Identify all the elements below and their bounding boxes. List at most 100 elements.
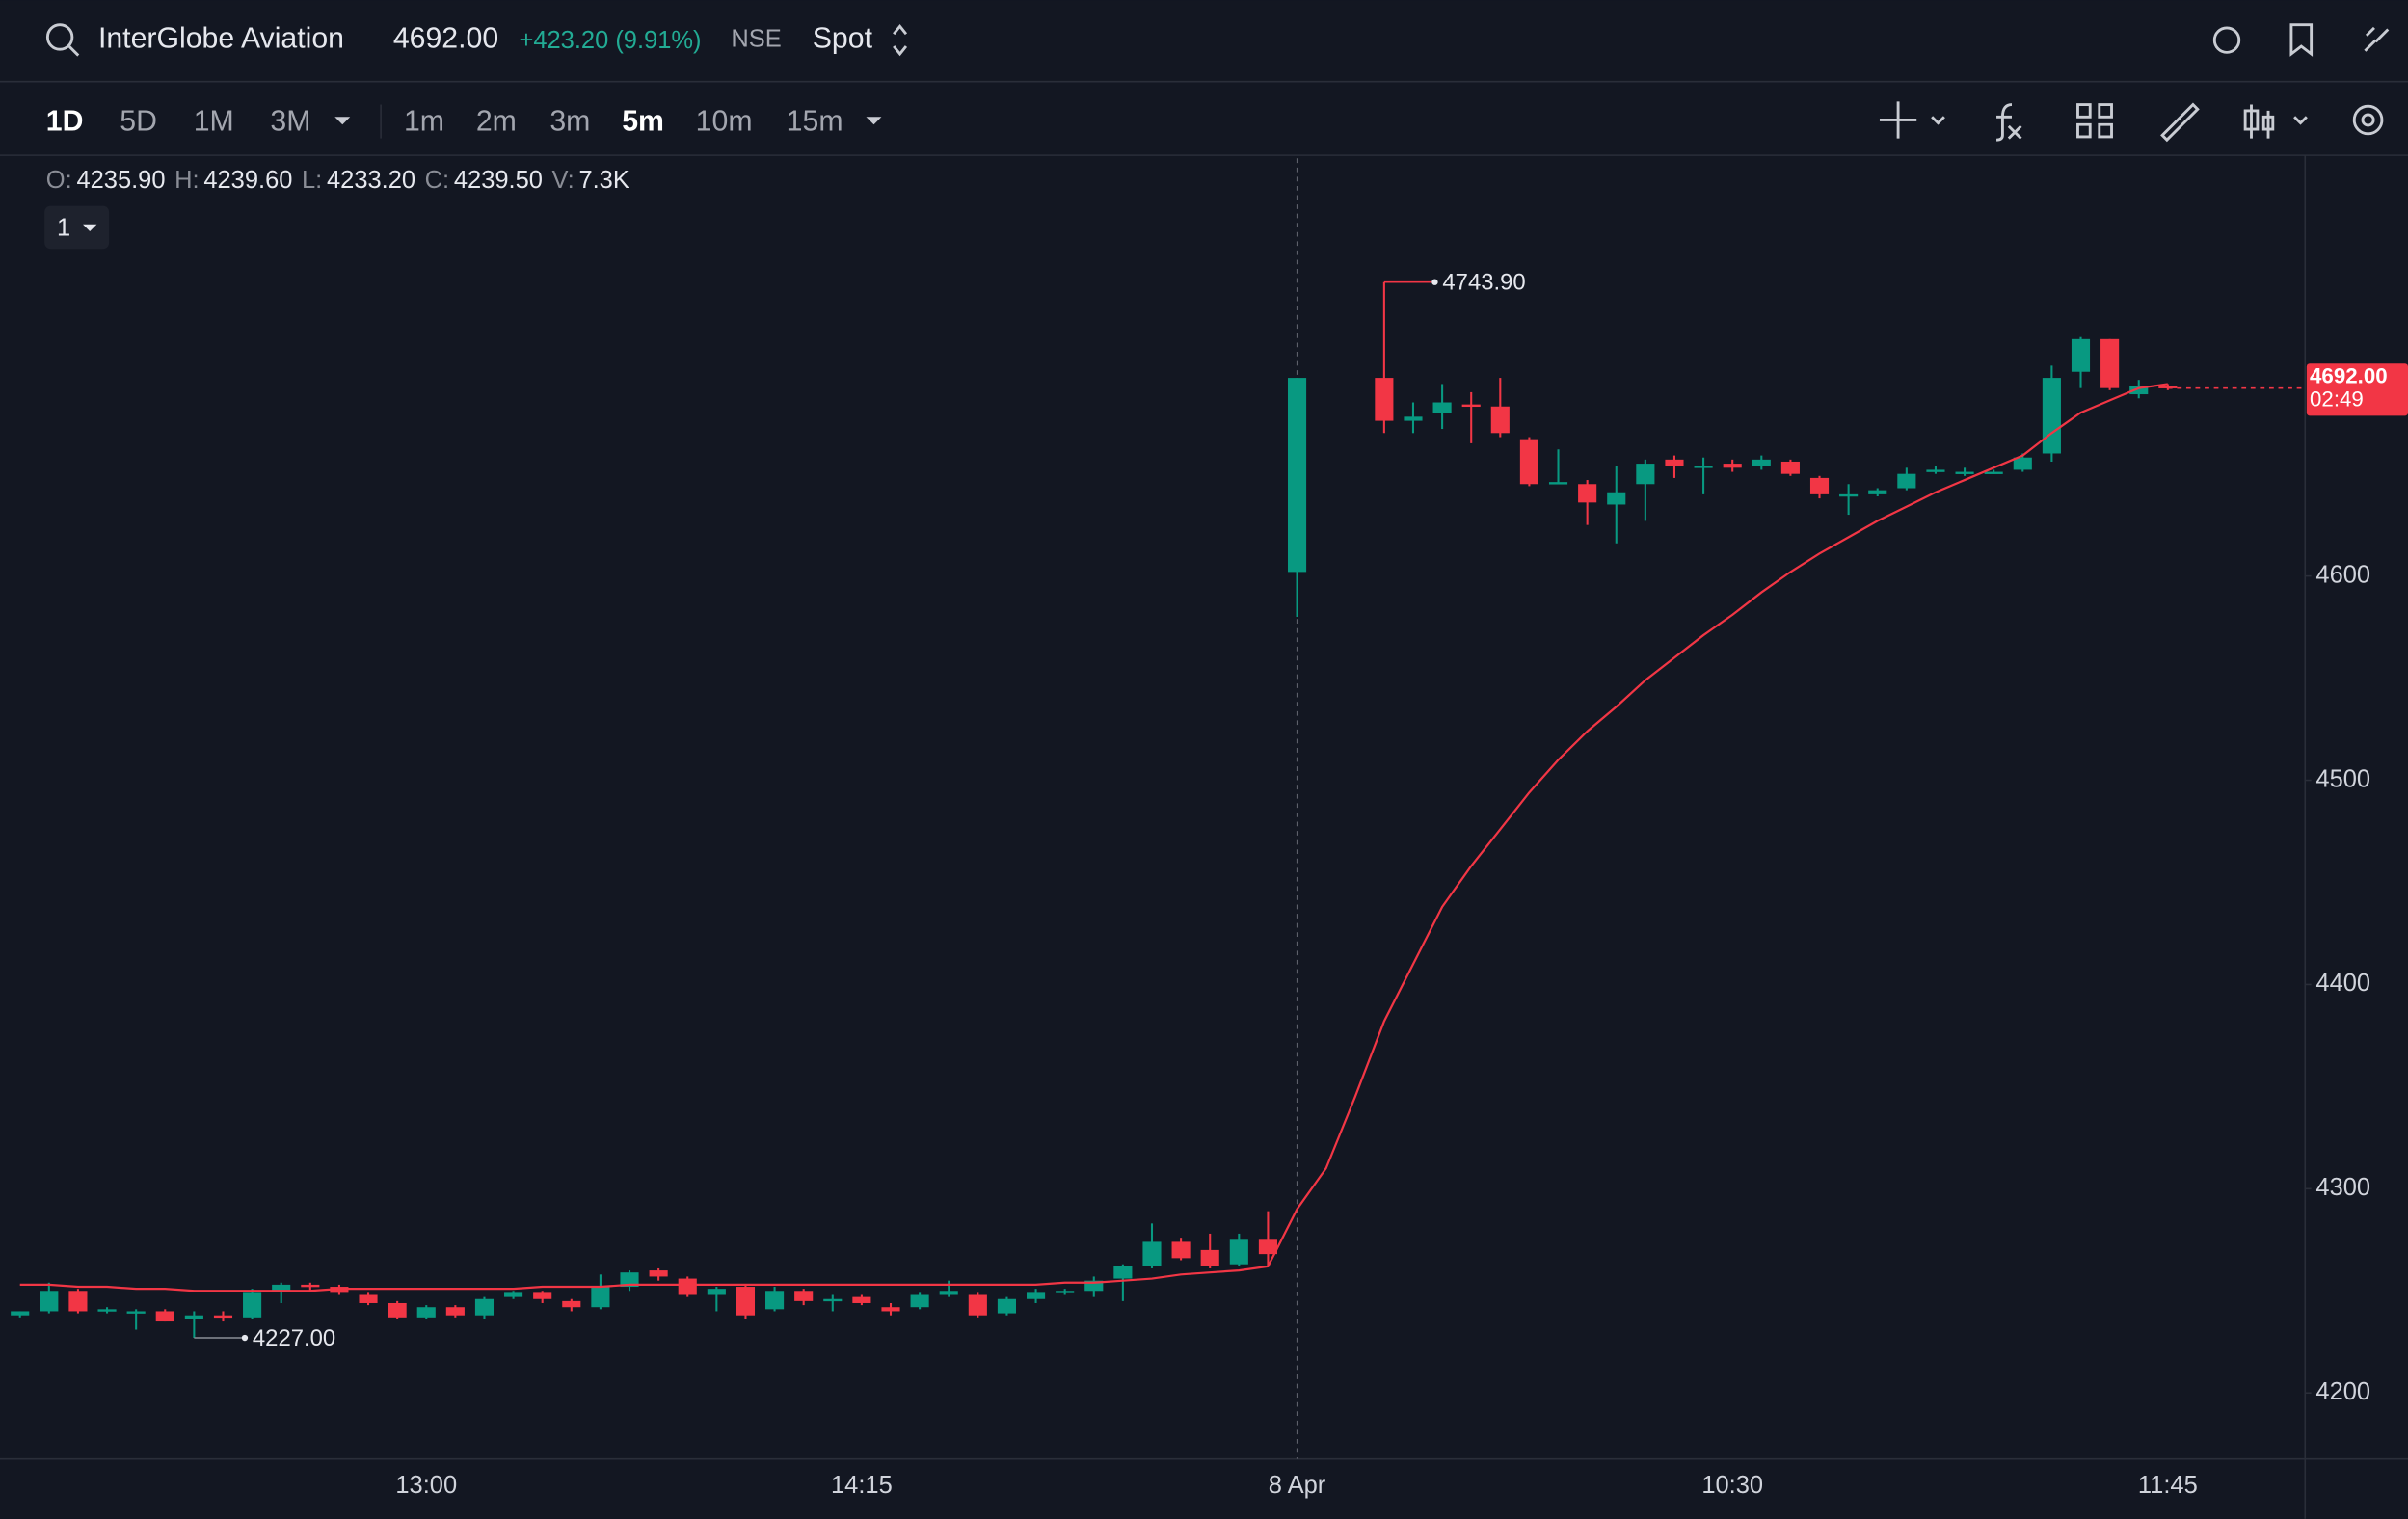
legend-value: 7.3K (578, 167, 629, 194)
candle-body (1026, 1292, 1046, 1299)
marker-label: 4743.90 (1442, 270, 1525, 296)
draw-tool[interactable] (2160, 102, 2200, 143)
marker-dot (241, 1334, 249, 1342)
candle-body (1868, 490, 1887, 494)
candle-body (1084, 1280, 1104, 1292)
symbol-name[interactable]: InterGlobe Aviation (98, 23, 344, 55)
candle-body (794, 1291, 814, 1301)
layout-tool[interactable] (2076, 103, 2113, 139)
candle-body (2071, 338, 2091, 372)
alert-icon[interactable] (2212, 26, 2241, 54)
candle-body (474, 1298, 495, 1316)
range-button[interactable]: 5D (120, 106, 157, 138)
search-icon[interactable] (45, 23, 74, 51)
candle-body (359, 1294, 378, 1303)
ohlc-legend: O: 4235.90 H: 4239.60 L: 4233.20 C: 4239.50 V: 7.… (46, 167, 629, 194)
crosshair-dropdown[interactable] (1931, 116, 1945, 125)
candle-body (1578, 484, 1597, 503)
y-tick-label: 4300 (2315, 1174, 2370, 1201)
legend-key: L: (302, 167, 322, 194)
candle-body (1375, 378, 1394, 421)
candle-body (1056, 1291, 1075, 1293)
pane-number: 1 (57, 214, 70, 241)
interval-dropdown[interactable] (866, 117, 882, 125)
candle-body (388, 1302, 407, 1318)
candle-body (649, 1270, 668, 1277)
legend-value: 4233.20 (327, 167, 415, 194)
candle-body (1519, 439, 1538, 485)
symbol-price: 4692.00 (393, 23, 498, 55)
candle-body (1548, 482, 1568, 485)
x-tick-label: 10:30 (1701, 1472, 1763, 1499)
settings-tool[interactable] (2352, 104, 2384, 136)
y-tick-label: 4200 (2315, 1378, 2370, 1405)
last-price-countdown: 02:49 (2310, 386, 2364, 411)
pane-dropdown (83, 224, 97, 231)
search-icon-handle (67, 44, 80, 57)
header-icons (2212, 23, 2390, 57)
candle-body (1607, 492, 1626, 505)
chart-type-dropdown[interactable] (2293, 116, 2308, 125)
indicators-tool[interactable] (1995, 103, 2022, 142)
candle-body (823, 1298, 843, 1302)
candle-body (1897, 473, 1916, 489)
range-dropdown[interactable] (334, 117, 351, 125)
interval-button[interactable]: 3m (549, 106, 590, 138)
candle-body (1200, 1249, 1219, 1266)
candle-body (1490, 406, 1510, 434)
candle-body (126, 1311, 146, 1314)
candle-body (97, 1309, 117, 1312)
interval-button[interactable]: 10m (696, 106, 753, 138)
chart-type-tool[interactable] (2243, 104, 2275, 139)
candle-body (562, 1300, 581, 1308)
interval-button[interactable]: 15m (787, 106, 843, 138)
x-tick-label: 13:00 (395, 1472, 457, 1499)
candle-body (620, 1272, 639, 1288)
candle-body (301, 1284, 320, 1288)
last-price-tag (2306, 363, 2408, 416)
candle-body (2100, 338, 2120, 388)
candle-body (678, 1278, 697, 1295)
segment[interactable]: Spot (813, 23, 873, 55)
tool-icons (1879, 101, 2384, 143)
interval-button[interactable]: 2m (476, 106, 517, 138)
y-tick-label: 4600 (2315, 561, 2370, 588)
range-button[interactable]: 3M (270, 106, 310, 138)
candle-body (1287, 378, 1307, 573)
legend-key: V: (552, 167, 575, 194)
segment-toggle[interactable] (893, 23, 908, 57)
candle-body (1461, 404, 1481, 408)
candle-body (155, 1311, 174, 1322)
range-button[interactable]: 1D (46, 106, 84, 138)
plot: 4200 4300 4400 4500 4600 13:00 14:15 8 Apr 10:30… (11, 158, 2408, 1499)
candle-body (1780, 461, 1800, 474)
range-button[interactable]: 1M (194, 106, 234, 138)
bookmark-icon[interactable] (2289, 23, 2314, 57)
pane-selector[interactable] (44, 205, 110, 250)
candle-body (1636, 464, 1655, 485)
candle-body (272, 1284, 291, 1292)
crosshair-tool[interactable] (1879, 101, 1917, 139)
collapse-icon[interactable] (2364, 26, 2390, 52)
candle-body (1694, 466, 1713, 468)
candle-body (765, 1291, 785, 1310)
candle-body (1955, 471, 1974, 474)
exchange: NSE (731, 25, 781, 52)
candle-body (2158, 386, 2178, 388)
interval-button[interactable]: 1m (404, 106, 444, 138)
marker-label: 4227.00 (253, 1325, 335, 1351)
candle-body (504, 1292, 523, 1297)
price-change: +423.20 (9.91%) (519, 27, 701, 54)
interval-button[interactable]: 5m (622, 106, 664, 138)
candle-body (2129, 386, 2149, 395)
candle-body (1113, 1266, 1133, 1279)
candle-body (1404, 416, 1423, 421)
candle-body (1171, 1241, 1191, 1259)
y-tick-label: 4400 (2315, 970, 2370, 997)
candle-body (445, 1307, 465, 1316)
candle-body (881, 1307, 900, 1312)
candle-body (1665, 459, 1684, 466)
candle-body (1432, 402, 1452, 413)
settings-tool-core (2361, 113, 2375, 127)
